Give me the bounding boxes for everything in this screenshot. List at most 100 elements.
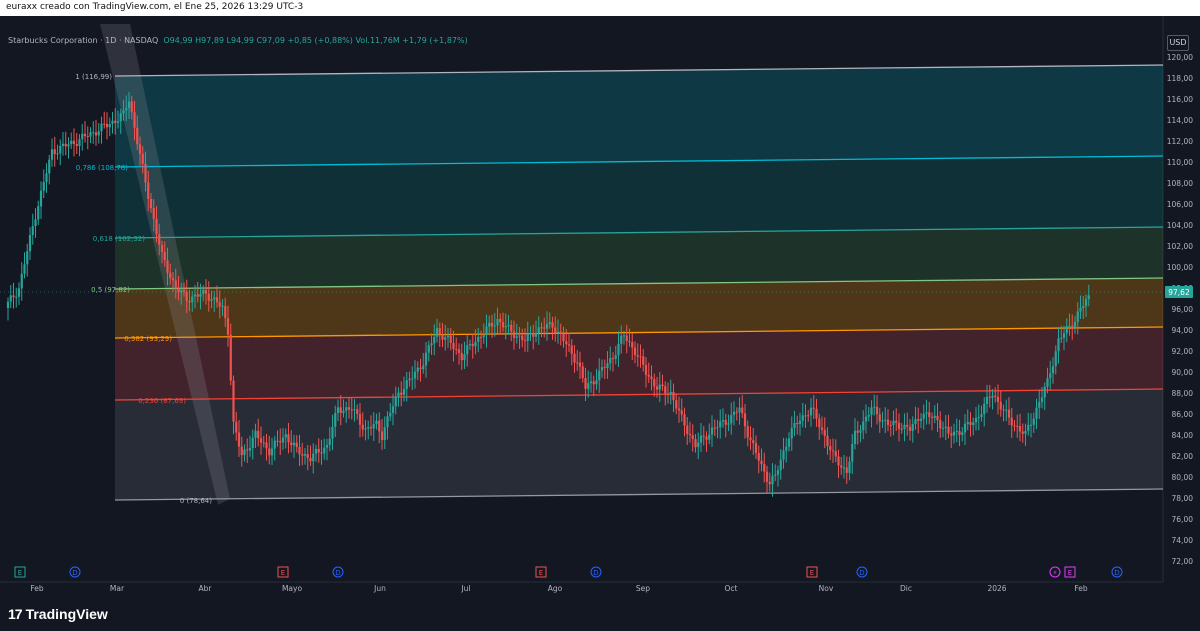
time-axis-panel[interactable] — [0, 582, 1200, 598]
candle-body — [647, 374, 650, 377]
candle-body — [532, 333, 535, 337]
candle-body — [493, 325, 496, 327]
candle-body — [455, 348, 458, 350]
candle-body — [900, 428, 903, 430]
candle-body — [496, 318, 499, 326]
price-tick-label: 106,00 — [1167, 200, 1193, 209]
price-tick-label: 92,00 — [1172, 347, 1194, 356]
candle-body — [188, 300, 191, 303]
candle-body — [169, 272, 172, 279]
candle-body — [342, 410, 345, 413]
candle-body — [749, 437, 752, 441]
candle-body — [290, 442, 293, 446]
candle-body — [281, 437, 285, 443]
candle-body — [17, 288, 21, 297]
candle-body — [911, 424, 914, 431]
candle-body — [551, 322, 554, 328]
fib-band — [115, 278, 1163, 338]
candle-body — [840, 465, 843, 468]
candle-body — [823, 429, 826, 436]
earnings-marker-icon — [1064, 566, 1076, 578]
candle-body — [952, 431, 956, 436]
chart-area[interactable]: 1 (116,99) 0,786 (108,78) 0,618 (102,32) 0,… — [0, 16, 1200, 598]
candle-body — [864, 416, 868, 422]
candle-body — [1057, 338, 1060, 352]
candle-body — [919, 418, 923, 421]
candle-body — [598, 370, 601, 381]
candle-body — [933, 415, 936, 418]
price-axis-panel[interactable] — [1163, 16, 1200, 598]
candle-body — [950, 433, 953, 436]
candle-body — [42, 181, 45, 191]
candle-body — [56, 153, 59, 155]
earnings-marker-icon — [277, 566, 289, 578]
fib-level-label: 0,5 (97,82) — [91, 286, 130, 294]
candle-body — [466, 345, 469, 355]
candle-body — [853, 430, 857, 444]
candle-body — [595, 380, 598, 385]
candle-body — [834, 451, 837, 457]
candle-body — [518, 335, 521, 337]
candle-body — [446, 335, 450, 338]
candle-body — [15, 296, 18, 298]
currency-button[interactable]: USD — [1167, 35, 1189, 51]
time-tick-label: Jul — [460, 584, 470, 593]
candle-body — [1007, 409, 1011, 418]
candle-body — [485, 326, 488, 336]
time-tick-label: Abr — [199, 584, 213, 593]
candle-body — [895, 420, 898, 423]
candle-body — [1071, 325, 1074, 328]
candle-body — [914, 419, 917, 425]
candle-body — [617, 343, 620, 356]
candle-body — [851, 443, 854, 462]
candle-body — [1016, 425, 1019, 427]
dividend-marker-icon — [1111, 566, 1123, 578]
candle-body — [991, 395, 994, 398]
candle-body — [204, 289, 208, 294]
candle-body — [479, 336, 483, 338]
candle-body — [127, 101, 131, 109]
candle-body — [669, 392, 672, 395]
candle-body — [730, 414, 733, 424]
price-tick-label: 118,00 — [1167, 74, 1193, 83]
fib-band — [115, 156, 1163, 238]
ohlc-values: O94,99 H97,89 L94,99 C97,09 +0,85 (+0,88… — [163, 36, 468, 45]
candle-body — [411, 378, 414, 380]
candle-body — [226, 318, 230, 335]
candle-body — [468, 343, 472, 346]
candle-body — [367, 427, 370, 429]
fib-level-label: 0,786 (108,78) — [76, 164, 128, 172]
candle-body — [523, 340, 527, 342]
candle-body — [325, 444, 329, 448]
candle-body — [105, 123, 109, 128]
candle-body — [1051, 366, 1055, 374]
fib-level-label: 0,618 (102,32) — [93, 235, 145, 243]
candle-body — [48, 159, 51, 174]
candle-body — [182, 290, 186, 292]
candle-body — [757, 453, 760, 461]
candle-body — [180, 290, 183, 293]
candle-body — [108, 123, 111, 128]
candle-body — [163, 251, 166, 261]
price-tick-label: 110,00 — [1167, 158, 1193, 167]
candle-body — [565, 341, 568, 345]
price-tick-label: 94,00 — [1172, 326, 1194, 335]
candle-body — [97, 131, 100, 136]
time-tick-label: Nov — [819, 584, 834, 593]
tradingview-logo[interactable]: 17 TradingView — [8, 606, 108, 622]
event-markers[interactable]: E D E D E D E D ⚡ E D — [14, 566, 1123, 578]
candle-body — [875, 406, 879, 415]
price-chart[interactable]: 1 (116,99) 0,786 (108,78) 0,618 (102,32) 0,… — [0, 16, 1200, 598]
candle-body — [636, 355, 639, 357]
candle-body — [1013, 425, 1016, 427]
candle-body — [592, 381, 595, 385]
candle-body — [207, 293, 210, 301]
price-tick-label: 108,00 — [1167, 179, 1193, 188]
fib-level-line — [114, 277, 1164, 290]
candle-body — [452, 342, 455, 349]
candle-body — [831, 450, 835, 452]
candle-body — [798, 420, 802, 425]
candle-body — [405, 380, 408, 389]
candle-body — [622, 335, 626, 337]
candle-body — [988, 396, 991, 398]
